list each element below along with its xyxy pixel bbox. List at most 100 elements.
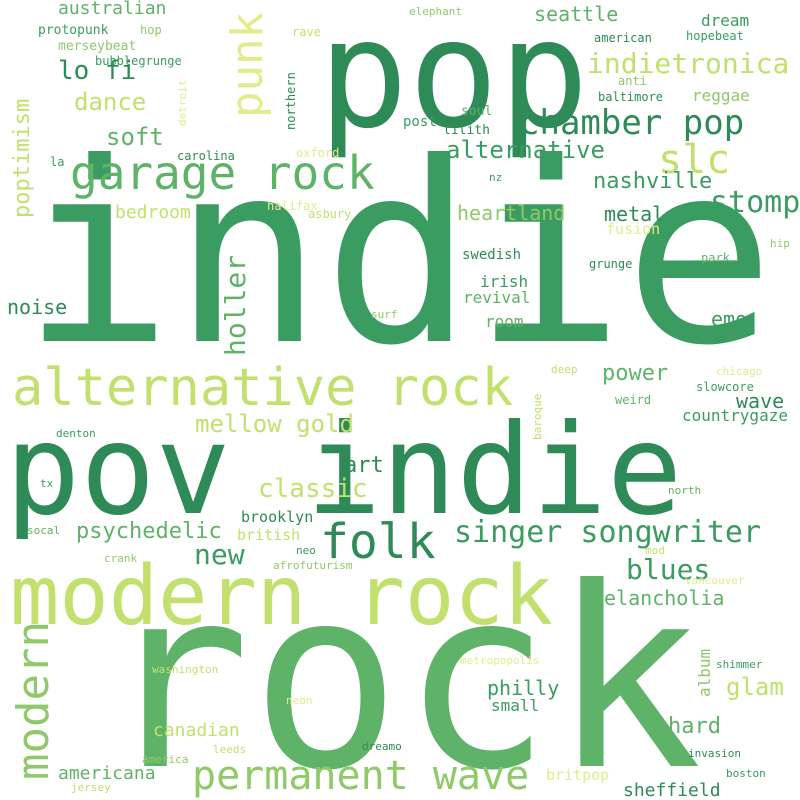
word-rave: rave [292,25,321,39]
word-indietronica: indietronica [587,47,790,80]
word-protopunk: protopunk [38,23,109,38]
word-mellow-gold: mellow gold [195,410,354,438]
word-baltimore: baltimore [598,90,664,104]
word-detroit: detroit [176,79,189,126]
word-alternative-rock: alternative rock [12,358,513,418]
word-wave: wave [736,389,785,413]
word-grunge: grunge [589,257,633,271]
word-leeds: leeds [213,743,247,756]
word-holler: holler [219,254,252,356]
word-countrygaze: countrygaze [682,406,788,425]
word-punk: punk [222,12,273,118]
word-new: new [194,538,245,571]
word-hard: hard [668,714,721,739]
word-sheffield: sheffield [623,780,721,800]
word-pop: pop [318,0,589,162]
word-hop: hop [140,23,162,37]
word-elephant: elephant [409,5,462,18]
word-stomp: stomp [710,185,800,220]
word-carolina: carolina [177,149,235,163]
word-slc: slc [658,137,731,183]
word-north: north [668,484,702,497]
word-jersey: jersey [71,781,111,794]
word-permanent-wave: permanent wave [192,753,530,799]
word-dream: dream [701,11,750,30]
word-deep: deep [551,363,578,376]
word-america: america [142,753,189,766]
word-irish: irish [480,272,529,291]
word-lo-fi: lo fi [58,56,137,86]
word-indie: indie [22,109,775,400]
word-rock: rock [100,534,703,800]
word-modern: modern [8,621,59,780]
word-asbury: asbury [308,207,352,221]
word-psychedelic: psychedelic [76,519,222,544]
word-canadian: canadian [153,720,240,741]
word-slowcore: slowcore [696,380,754,394]
word-invasion: invasion [688,747,741,760]
word-la: la [50,155,65,169]
word-singer-songwriter: singer songwriter [454,515,762,550]
word-britpop: britpop [546,766,610,784]
word-modern-rock: modern rock [10,549,554,644]
word-americana: americana [58,763,156,784]
word-nashville: nashville [593,169,713,194]
word-poptimism: poptimism [10,98,35,218]
word-fusion: fusion [606,220,661,238]
word-washington: washington [152,663,219,676]
word-post: post [403,114,437,130]
word-neo: neo [296,544,316,557]
word-surf: surf [371,308,398,321]
word-reggae: reggae [692,86,750,105]
word-small: small [491,696,540,715]
word-metal: metal [604,202,665,226]
word-dreamo: dreamo [362,740,402,753]
word-socal: socal [27,524,61,537]
word-philly: philly [487,676,560,700]
word-australian: australian [58,0,167,19]
word-denton: denton [56,427,96,440]
word-blues: blues [626,553,711,586]
word-heartland: heartland [457,201,566,225]
word-neon: neon [286,694,313,707]
word-weird: weird [615,393,652,407]
word-crank: crank [104,552,138,565]
word-bubblegrunge: bubblegrunge [95,54,182,68]
word-dance: dance [74,88,147,116]
word-art: art [344,453,384,478]
word-hip: hip [770,237,790,250]
word-pov-indie: pov indie [5,398,683,543]
word-northern: northern [284,72,298,130]
word-room: room [485,312,524,331]
word-nz: nz [489,171,503,184]
word-chamber-pop: chamber pop [519,103,745,143]
word-soul: soul [461,104,493,119]
word-seattle: seattle [534,2,619,26]
word-american: american [594,31,652,45]
word-revival: revival [463,288,531,307]
word-afrofuturism: afrofuturism [273,559,353,572]
word-metropopolis: metropopolis [460,654,540,667]
word-lilith: lilith [443,123,490,138]
word-swedish: swedish [462,247,522,263]
word-noise: noise [7,295,68,319]
word-merseybeat: merseybeat [58,39,137,54]
word-melancholia: melancholia [592,586,725,610]
word-mod: mod [645,544,665,557]
word-garage-rock: garage rock [70,146,375,200]
word-chicago: chicago [716,365,763,378]
word-brooklyn: brooklyn [241,508,314,526]
word-glam: glam [726,673,784,701]
word-shimmer: shimmer [716,658,763,671]
word-bedroom: bedroom [115,202,191,223]
word-power: power [602,361,669,386]
word-emo: emo [711,307,748,331]
word-soft: soft [106,123,164,151]
word-baroque: baroque [531,393,544,440]
word-alternative: alternative [446,136,605,164]
word-classic: classic [258,474,368,504]
word-vancouver: vancouver [685,574,745,587]
word-halifax: halifax [267,199,318,213]
word-folk: folk [320,514,436,570]
